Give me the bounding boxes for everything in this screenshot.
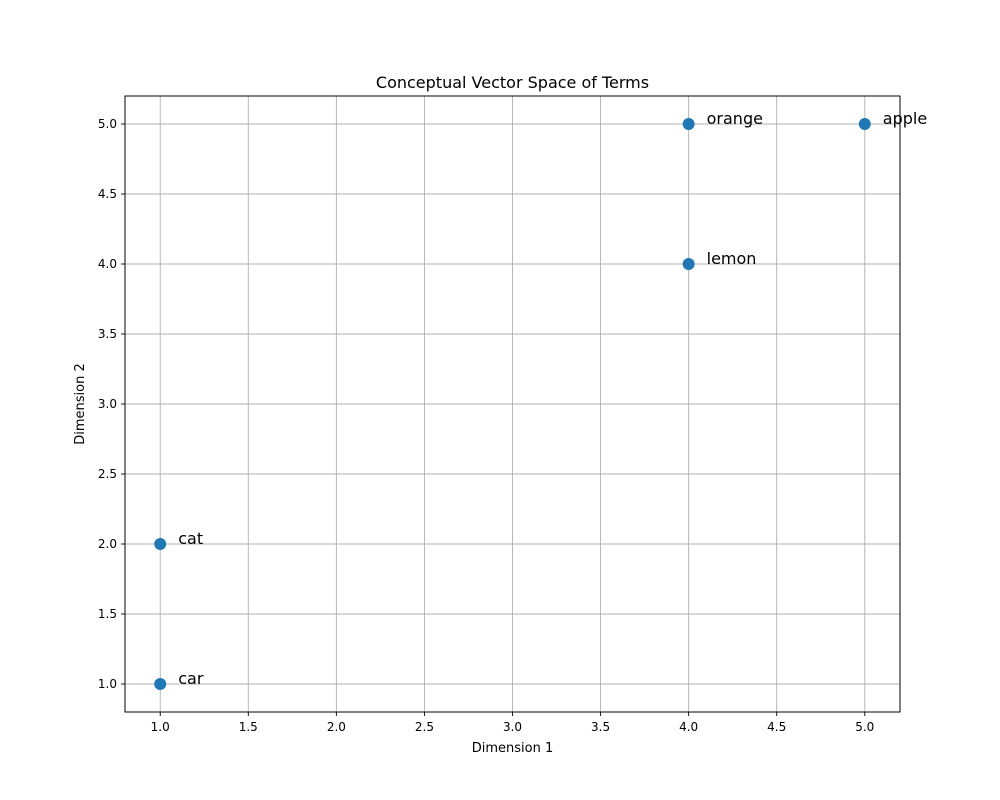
axis-ticks: 1.0 1.5 2.0 2.5 3.0 3.5 4.0 4.5 5.0 1.0 1.5 2.0 2.5 3… [98,117,874,734]
y-tick-label: 3.5 [98,327,117,341]
y-tick-label: 2.5 [98,467,117,481]
x-tick-label: 3.0 [503,720,522,734]
chart-title: Conceptual Vector Space of Terms [376,73,649,92]
point-label-orange: orange [707,109,763,128]
x-axis-label: Dimension 1 [472,741,554,756]
y-tick-label: 4.5 [98,187,117,201]
data-points [154,118,871,690]
data-point-orange [682,118,695,130]
x-tick-label: 4.5 [767,720,786,734]
x-tick-label: 1.0 [151,720,170,734]
y-axis-label: Dimension 2 [73,363,88,445]
data-point-car [154,678,167,690]
data-point-cat [154,538,167,550]
grid-lines [125,96,900,712]
point-label-apple: apple [883,109,927,128]
point-label-cat: cat [178,529,203,548]
x-tick-label: 5.0 [855,720,874,734]
plot-frame [124,95,901,713]
y-tick-label: 3.0 [98,397,117,411]
x-tick-label: 2.5 [415,720,434,734]
y-tick-label: 4.0 [98,257,117,271]
x-tick-label: 4.0 [679,720,698,734]
point-label-lemon: lemon [707,249,757,268]
point-label-car: car [178,669,204,688]
point-labels: apple orange lemon cat car [178,109,927,688]
data-point-lemon [682,258,695,270]
y-tick-label: 5.0 [98,117,117,131]
y-tick-label: 2.0 [98,537,117,551]
y-tick-label: 1.0 [98,677,117,691]
y-tick-label: 1.5 [98,607,117,621]
data-point-apple [858,118,871,130]
x-tick-label: 3.5 [591,720,610,734]
x-tick-label: 1.5 [239,720,258,734]
x-tick-label: 2.0 [327,720,346,734]
